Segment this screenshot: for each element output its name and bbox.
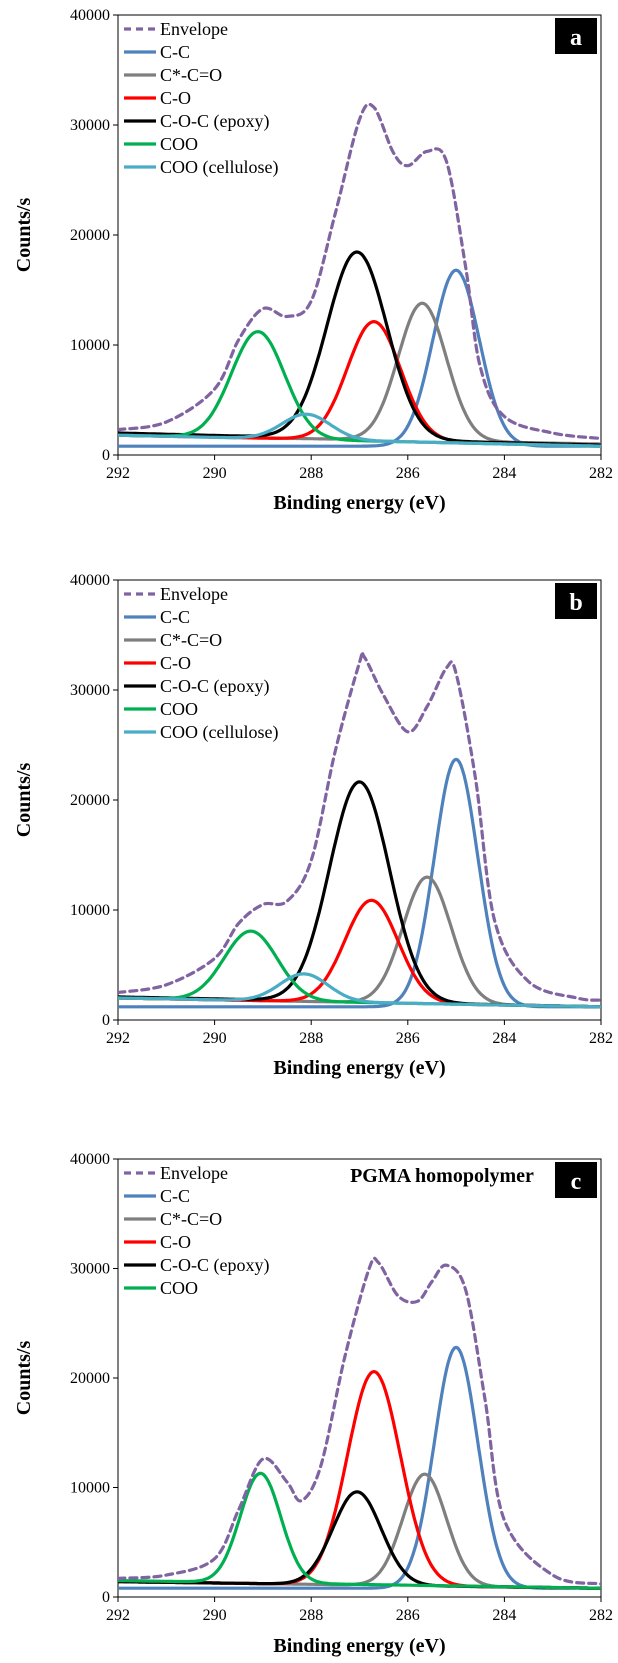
y-tick-label: 20000: [70, 1370, 110, 1387]
y-tick-label: 20000: [70, 792, 110, 809]
legend-entry: C-O: [160, 653, 191, 673]
x-tick-label: 288: [299, 1607, 323, 1624]
series-line-envelope: [118, 1256, 601, 1586]
chart-panel-b: 0 10000 20000 30000 40000 292 290 288 286 284 282 B…: [13, 572, 613, 1079]
x-tick-label: 284: [492, 1607, 516, 1624]
panel-label: b: [569, 590, 582, 616]
chart-panel-a: 0 10000 20000 30000 40000 292 290 288 286 284 282 B…: [13, 7, 613, 514]
x-tick-label: 286: [396, 1607, 420, 1624]
legend-entry: Envelope: [160, 584, 228, 604]
y-tick-label: 0: [102, 1012, 110, 1029]
y-tick-label: 40000: [70, 7, 110, 24]
y-tick-label: 10000: [70, 1480, 110, 1497]
x-tick-label: 284: [492, 465, 516, 482]
series-group: [118, 650, 601, 1009]
y-tick-label: 0: [102, 1589, 110, 1606]
y-tick-label: 20000: [70, 227, 110, 244]
series-group: [118, 1256, 601, 1590]
x-tick-label: 292: [106, 1607, 130, 1624]
x-tick-label: 284: [492, 1030, 516, 1047]
x-tick-label: 290: [203, 465, 227, 482]
series-line-coo: [118, 1471, 601, 1590]
x-axis-title: Binding energy (eV): [273, 492, 445, 514]
x-tick-label: 290: [203, 1030, 227, 1047]
series-line-envelope: [118, 102, 601, 441]
series-line-coo-cellulose: [118, 972, 601, 1009]
series-line-envelope: [118, 650, 601, 1002]
y-axis-title: Counts/s: [13, 198, 35, 273]
legend-entry: Envelope: [160, 1163, 228, 1183]
y-tick-label: 10000: [70, 902, 110, 919]
y-tick-label: 10000: [70, 337, 110, 354]
y-tick-label: 0: [102, 447, 110, 464]
y-axis-title: Counts/s: [13, 1341, 35, 1416]
chart-panel-c: 0 10000 20000 30000 40000 292 290 288 286 284 282 B…: [13, 1151, 613, 1657]
plot-area: [117, 1158, 602, 1598]
x-tick-label: 282: [589, 1607, 613, 1624]
panel-label-box: [555, 18, 597, 54]
x-tick-label: 286: [396, 465, 420, 482]
legend-entry: COO: [160, 1278, 198, 1298]
x-tick-label: 282: [589, 1030, 613, 1047]
y-tick-label: 30000: [70, 682, 110, 699]
legend-entry: C*-C=O: [160, 630, 222, 650]
legend-entry: C-O-C (epoxy): [160, 1255, 269, 1276]
legend-entry: C-O-C (epoxy): [160, 676, 269, 697]
legend-entry: C-C: [160, 1186, 190, 1206]
y-tick-label: 40000: [70, 1151, 110, 1168]
legend-entry: COO: [160, 699, 198, 719]
panel-label: a: [570, 25, 582, 51]
panel-label: c: [571, 1169, 582, 1195]
legend-entry: COO: [160, 134, 198, 154]
series-line-coo-cellulose: [118, 412, 601, 448]
panel-label-box: [555, 1162, 597, 1198]
x-tick-label: 282: [589, 465, 613, 482]
legend-entry: C-O: [160, 88, 191, 108]
series-line-c-c: [118, 1345, 601, 1590]
chart-annotation: PGMA homopolymer: [350, 1165, 534, 1187]
legend-entry: C-C: [160, 607, 190, 627]
y-tick-label: 40000: [70, 572, 110, 589]
plot-area: [117, 14, 602, 456]
y-tick-label: 30000: [70, 117, 110, 134]
x-tick-label: 288: [299, 465, 323, 482]
x-tick-label: 290: [203, 1607, 227, 1624]
panel-label-box: [555, 583, 597, 619]
legend: Envelope C-C C*-C=O C-O C-O-C (epoxy)COO COO …: [124, 19, 278, 178]
legend-entry: Envelope: [160, 19, 228, 39]
x-axis-title: Binding energy (eV): [273, 1635, 445, 1657]
legend-entry: C-O-C (epoxy): [160, 111, 269, 132]
x-axis-title: Binding energy (eV): [273, 1057, 445, 1079]
legend: Envelope C-C C*-C=O C-O C-O-C (epoxy)COO: [124, 1163, 269, 1298]
legend-entry: C*-C=O: [160, 65, 222, 85]
legend-entry: C*-C=O: [160, 1209, 222, 1229]
legend-entry: C-C: [160, 42, 190, 62]
x-tick-label: 292: [106, 465, 130, 482]
legend-entry: COO (cellulose): [160, 722, 278, 743]
y-tick-label: 30000: [70, 1261, 110, 1278]
legend-entry: C-O: [160, 1232, 191, 1252]
x-tick-label: 286: [396, 1030, 420, 1047]
series-group: [118, 102, 601, 448]
x-tick-label: 288: [299, 1030, 323, 1047]
x-tick-label: 292: [106, 1030, 130, 1047]
y-axis-title: Counts/s: [13, 763, 35, 838]
legend: Envelope C-C C*-C=O C-O C-O-C (epoxy)COO COO …: [124, 584, 278, 743]
plot-area: [117, 579, 602, 1021]
legend-entry: COO (cellulose): [160, 157, 278, 178]
